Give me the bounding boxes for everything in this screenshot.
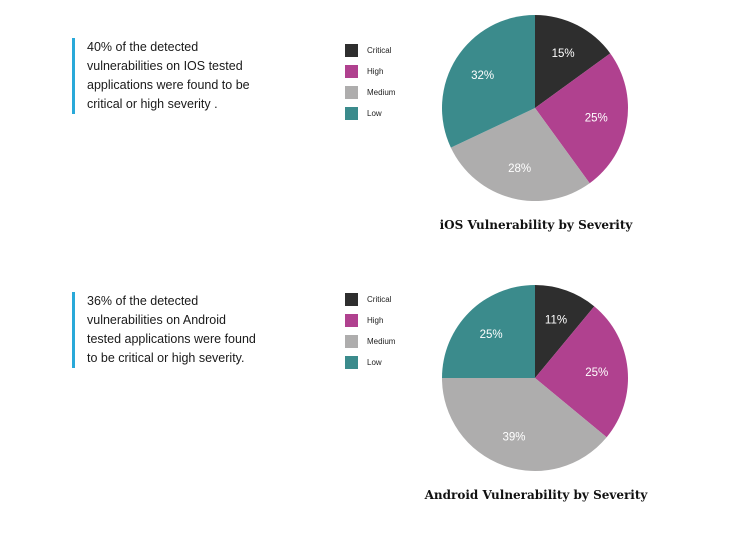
legend-label-high: High [367,67,384,76]
legend-swatch-critical [345,293,358,306]
android-slice-high [535,306,628,438]
android-slice-medium [442,378,607,471]
legend-label-critical: Critical [367,295,392,304]
android-slice-low [442,285,535,378]
legend-swatch-high [345,65,358,78]
ios-legend: Critical High Medium Low [345,40,395,124]
ios-slice-medium [450,108,590,202]
ios-pie-chart: 15% 25% 28% 32% [442,15,628,202]
legend-label-medium: Medium [367,88,396,97]
legend-label-low: Low [367,358,382,367]
legend-item-critical: Critical [345,40,395,61]
android-slice-critical [535,285,595,378]
ios-callout: 40% of the detected vulnerabilities on I… [72,38,287,114]
legend-swatch-medium [345,335,358,348]
legend-item-high: High [345,310,395,331]
android-panel: 36% of the detected vulnerabilities on A… [0,270,739,540]
legend-item-critical: Critical [345,289,395,310]
android-slice-label-low: 25% [480,329,503,341]
android-callout: 36% of the detected vulnerabilities on A… [72,292,287,368]
android-slice-label-medium: 39% [502,431,525,443]
legend-swatch-low [345,356,358,369]
ios-slice-label-low: 32% [471,70,494,82]
ios-slice-high [535,53,628,184]
android-chart-title: Android Vulnerability by Severity [424,488,648,502]
android-legend: Critical High Medium Low [345,289,395,373]
android-slice-label-critical: 11% [545,315,567,327]
legend-item-low: Low [345,103,395,124]
legend-swatch-low [345,107,358,120]
android-callout-text: 36% of the detected vulnerabilities on A… [87,294,256,365]
legend-swatch-critical [345,44,358,57]
legend-item-low: Low [345,352,395,373]
legend-label-low: Low [367,109,382,118]
legend-label-critical: Critical [367,46,392,55]
ios-slice-critical [535,15,611,108]
ios-callout-text: 40% of the detected vulnerabilities on I… [87,40,250,111]
legend-item-medium: Medium [345,331,395,352]
legend-swatch-medium [345,86,358,99]
ios-slice-label-medium: 28% [508,163,531,175]
legend-label-medium: Medium [367,337,396,346]
legend-label-high: High [367,316,384,325]
ios-chart-title: iOS Vulnerability by Severity [439,218,633,232]
android-slice-label-high: 25% [585,367,608,379]
legend-swatch-high [345,314,358,327]
ios-slice-label-critical: 15% [552,48,575,60]
android-pie-chart: 11% 25% 39% 25% [442,285,628,471]
ios-slice-low [442,15,535,148]
ios-slice-label-high: 25% [585,113,608,125]
ios-panel: 40% of the detected vulnerabilities on I… [0,0,739,270]
legend-item-medium: Medium [345,82,395,103]
legend-item-high: High [345,61,395,82]
